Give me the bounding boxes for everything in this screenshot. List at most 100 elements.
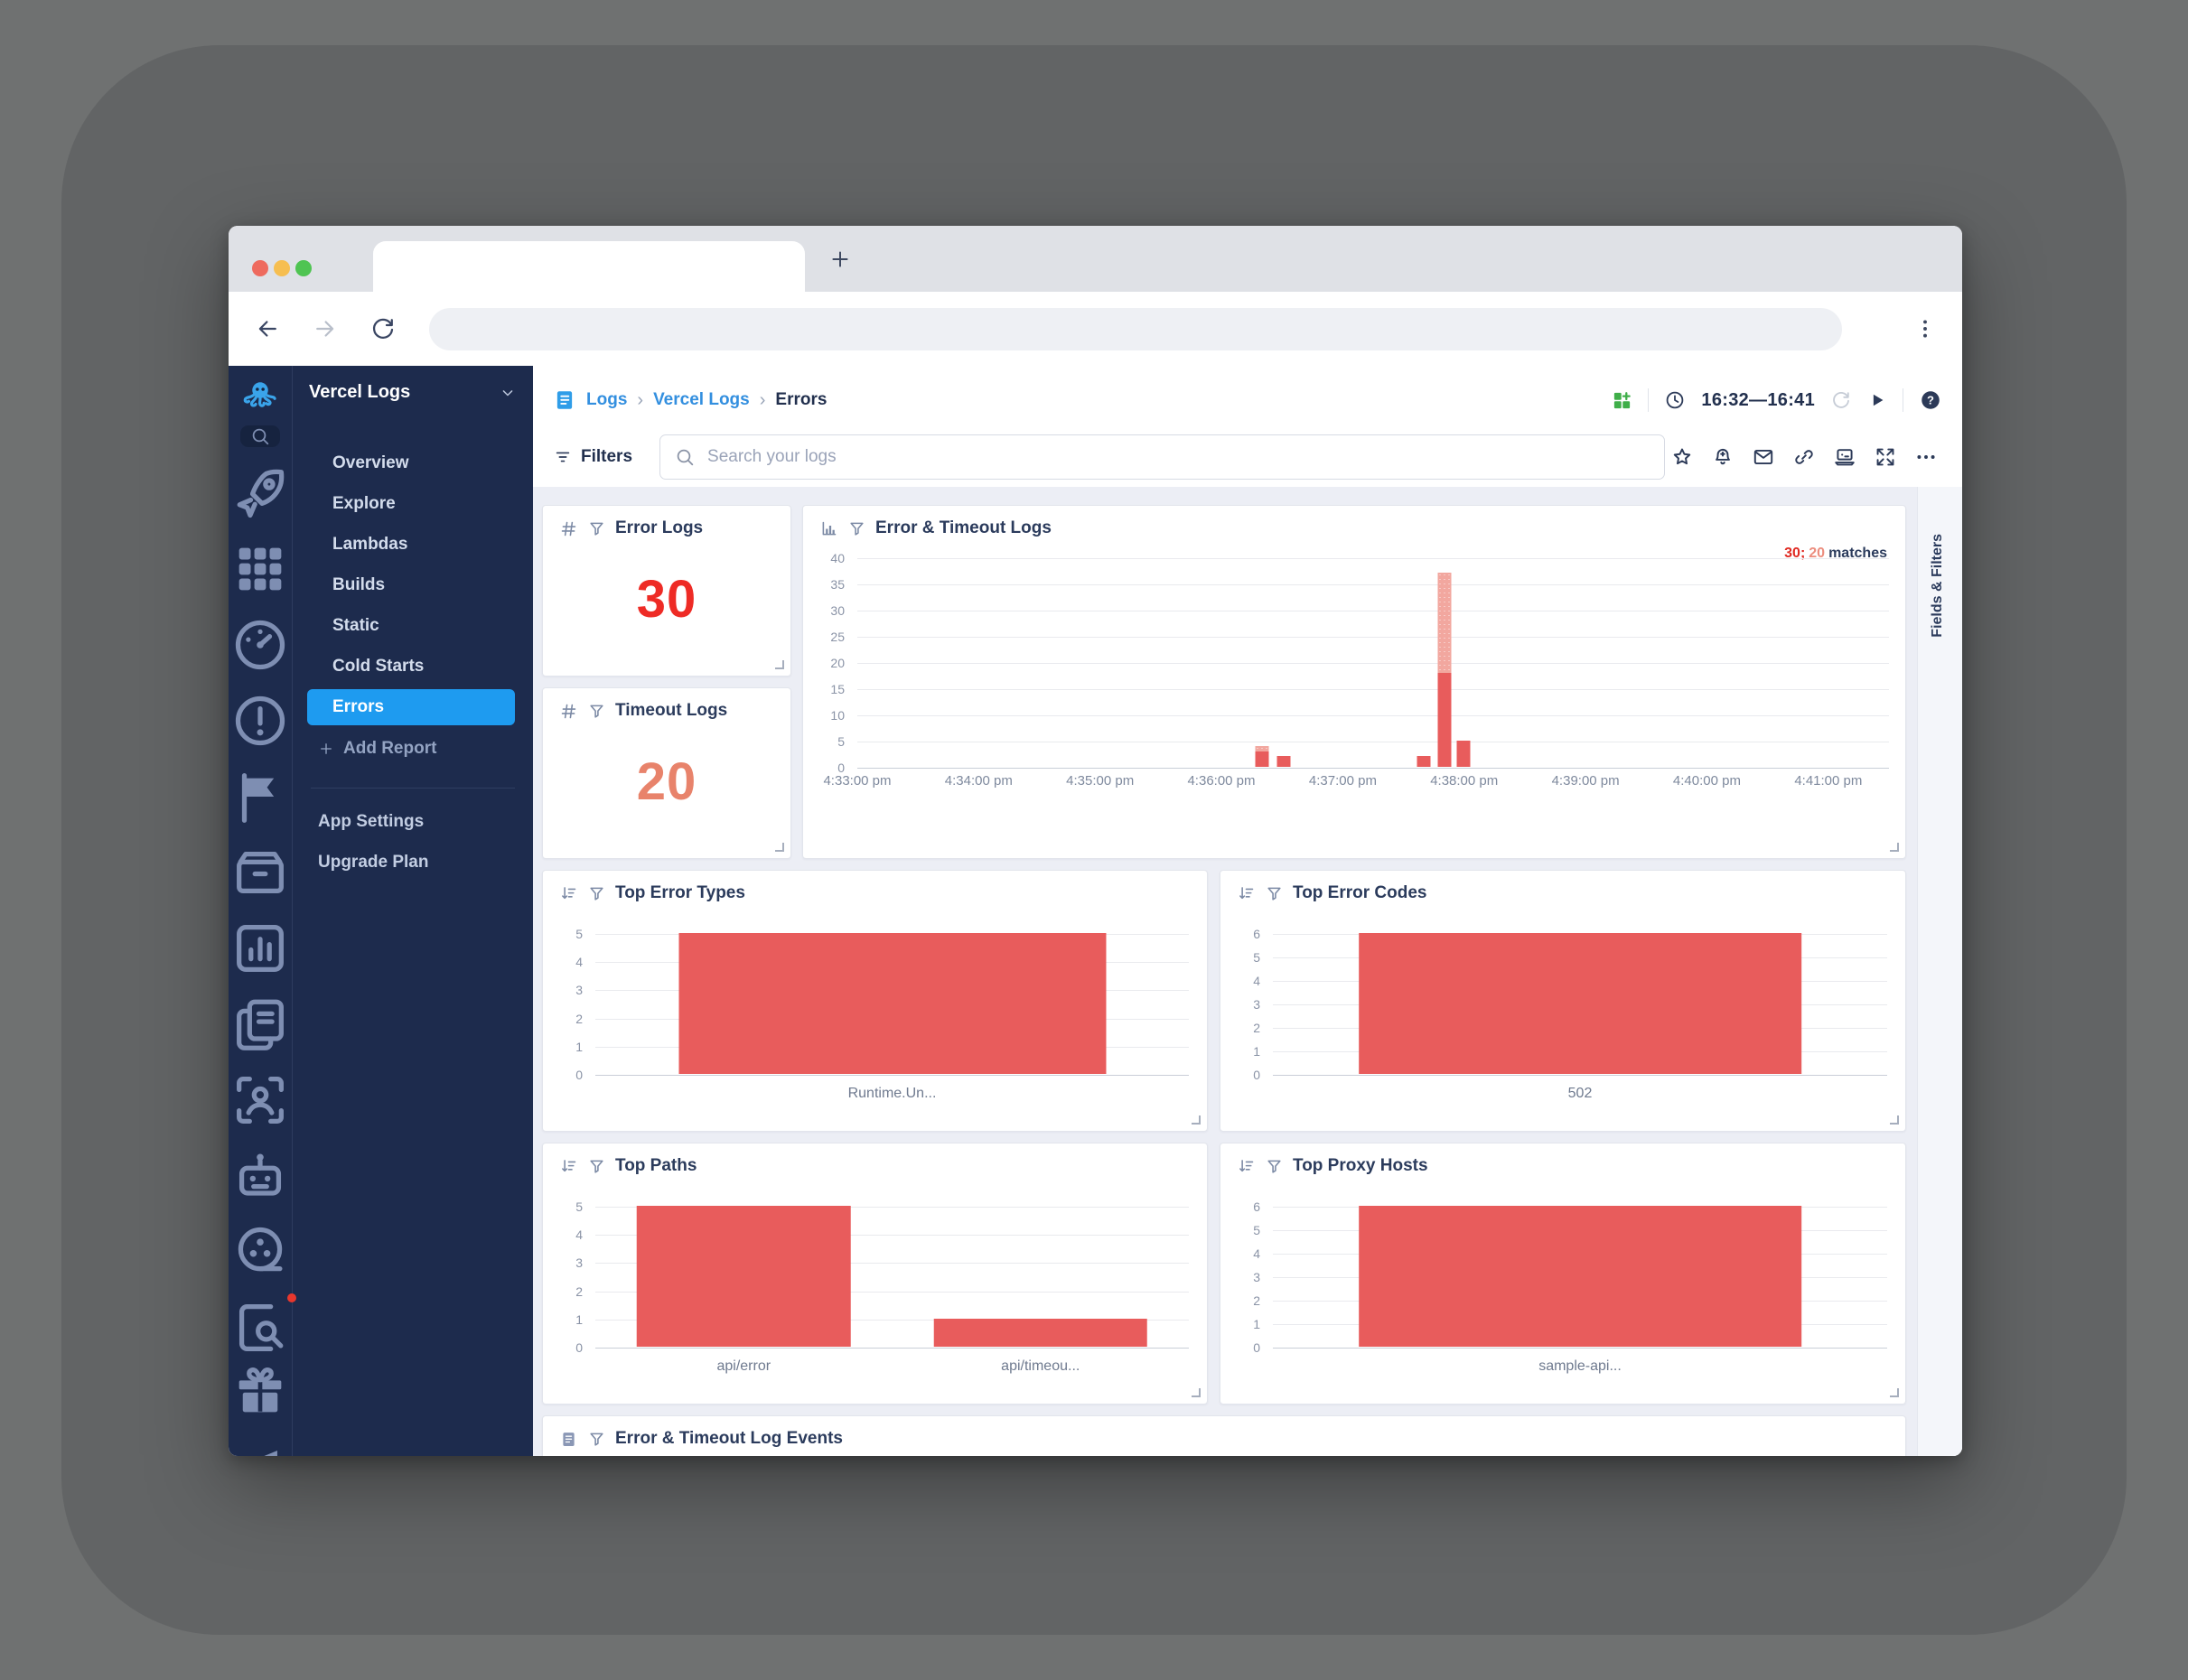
minimize-window-button[interactable] [274,260,290,276]
time-range[interactable]: 16:32—16:41 [1701,389,1815,410]
sort-desc-icon[interactable] [1237,884,1256,903]
panel-top-proxy-hosts: Top Proxy Hosts 6 5 4 3 2 1 0 sample-api... [1220,1143,1906,1405]
y-tick: 2 [1253,1021,1260,1035]
chart-panel-icon[interactable] [229,917,292,980]
sort-desc-icon[interactable] [559,1157,578,1176]
sidebar-item-cold-starts[interactable]: Cold Starts [332,657,425,676]
megaphone-icon[interactable] [229,1438,292,1456]
resize-handle[interactable] [1890,1388,1899,1397]
gridline [595,1319,1189,1321]
ellipsis-icon[interactable] [1914,445,1938,469]
rail-search-button[interactable] [240,425,280,447]
sort-desc-icon[interactable] [1237,1157,1256,1176]
y-tick: 10 [830,708,845,723]
robot-icon[interactable] [229,1144,292,1208]
sidebar-item-builds[interactable]: Builds [332,575,386,594]
resize-handle[interactable] [1192,1115,1201,1125]
chart-bar [636,1206,851,1347]
link-icon[interactable] [1792,445,1816,469]
chart-axis-icon[interactable] [819,519,838,538]
workspace-selector[interactable]: Vercel Logs [293,378,533,415]
envelope-icon[interactable] [1752,445,1775,469]
y-tick: 40 [830,551,845,565]
doc-search-icon[interactable] [229,1296,292,1359]
panel-timeout-logs: Timeout Logs 20 [542,687,791,859]
sidebar-item-lambdas[interactable]: Lambdas [332,535,408,554]
add-report-button[interactable]: Add Report [293,728,533,770]
y-tick: 5 [1253,1223,1260,1237]
sidebar-item-overview[interactable]: Overview [332,453,409,472]
hash-icon[interactable] [559,702,578,721]
help-icon[interactable]: ? [1919,388,1942,412]
add-to-dashboard-icon[interactable] [1612,390,1632,411]
funnel-icon[interactable] [587,702,606,721]
flag-icon[interactable] [229,765,292,828]
sidebar-item-upgrade-plan[interactable]: Upgrade Plan [318,853,429,872]
refresh-icon[interactable] [1830,389,1852,411]
browser-menu-icon[interactable] [1913,317,1937,341]
y-tick: 25 [830,630,845,644]
chart-plot: 5 4 3 2 1 0 [561,927,1189,1082]
search-icon [249,425,271,447]
new-tab-button[interactable] [828,247,852,271]
funnel-icon[interactable] [587,519,606,538]
sidebar-item-errors[interactable]: Errors [307,689,515,725]
doc-lines-icon[interactable] [559,1430,578,1449]
chart-bar [1417,756,1431,767]
url-bar[interactable] [429,307,1842,350]
sidebar-item-app-settings[interactable]: App Settings [318,812,425,831]
funnel-icon[interactable] [1265,1157,1284,1176]
star-icon[interactable] [1670,445,1694,469]
clock-icon[interactable] [1664,389,1686,411]
resize-handle[interactable] [775,660,784,669]
funnel-icon[interactable] [587,1430,606,1449]
panel-title: Top Error Codes [1293,883,1427,902]
filters-button[interactable]: Filters [553,447,632,467]
search-input[interactable] [659,434,1666,480]
scan-user-icon[interactable] [229,1069,292,1132]
resize-handle[interactable] [1890,843,1899,852]
close-window-button[interactable] [252,260,268,276]
breadcrumb-link[interactable]: Logs [586,390,628,409]
gift-icon[interactable] [229,1359,292,1423]
laptop-icon[interactable] [1833,445,1856,469]
filter-lines-icon [553,447,573,467]
browser-tab[interactable] [373,241,805,292]
x-tick: 4:41:00 pm [1794,773,1863,789]
funnel-icon[interactable] [587,884,606,903]
hash-icon[interactable] [559,519,578,538]
back-icon[interactable] [254,315,281,342]
grid-icon[interactable] [229,537,292,601]
resize-handle[interactable] [1192,1388,1201,1397]
error-segment [1255,751,1269,767]
archive-icon[interactable] [229,841,292,904]
sidebar-item-static[interactable]: Static [332,616,379,635]
sidebar-item-explore[interactable]: Explore [332,494,396,513]
axiom-logo-icon[interactable] [241,377,279,415]
reload-icon[interactable] [369,315,397,342]
breadcrumb-current: Errors [775,390,828,409]
rocket-icon[interactable] [229,462,292,525]
alert-icon[interactable] [229,689,292,752]
play-icon[interactable] [1867,390,1887,410]
bell-icon[interactable] [1711,445,1735,469]
y-tick: 3 [575,1255,583,1271]
resize-handle[interactable] [775,843,784,852]
reel-icon[interactable] [229,1220,292,1283]
copy-icon[interactable] [229,993,292,1056]
y-tick: 5 [1253,950,1260,965]
zoom-window-button[interactable] [295,260,312,276]
forward-icon[interactable] [312,315,339,342]
breadcrumb: Logs › Vercel Logs › Errors [553,388,827,412]
breadcrumb-link[interactable]: Vercel Logs [653,390,750,409]
funnel-icon[interactable] [1265,884,1284,903]
funnel-icon[interactable] [847,519,866,538]
fields-filters-tab[interactable]: Fields & Filters [1917,487,1962,1456]
funnel-icon[interactable] [587,1157,606,1176]
gauge-icon[interactable] [229,613,292,677]
resize-handle[interactable] [1890,1115,1899,1125]
panel-top-error-types: Top Error Types 5 4 3 2 1 0 Runtime.Un... [542,870,1208,1132]
sort-desc-icon[interactable] [559,884,578,903]
error-segment [1417,756,1431,767]
expand-icon[interactable] [1874,445,1897,469]
